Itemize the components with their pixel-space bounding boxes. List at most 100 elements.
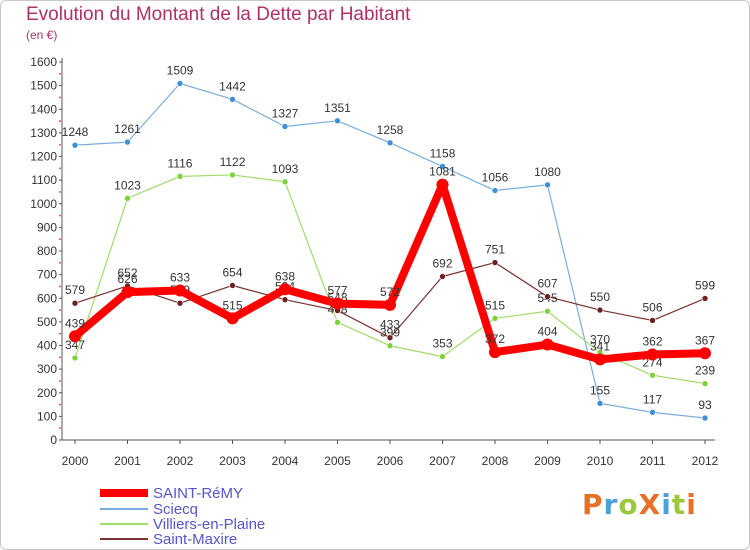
chart-title: Evolution du Montant de la Dette par Hab… [26,4,411,25]
data-label: 372 [485,332,505,346]
y-minor-dot [59,143,61,146]
data-point [386,342,394,350]
data-label: 1351 [324,101,351,115]
data-point [121,286,134,299]
data-point [331,297,344,310]
data-label: 1023 [114,178,141,192]
data-label: 515 [485,298,505,312]
data-point [646,348,659,361]
data-point [229,96,236,103]
x-tick-label: 2000 [62,454,89,468]
data-label: 399 [380,326,400,340]
data-point [544,307,551,315]
data-point [124,195,131,202]
y-tick-label: 900 [37,220,57,234]
data-point [281,296,289,303]
data-label: 1327 [272,106,299,120]
y-minor-dot [59,380,61,382]
data-label: 1081 [429,165,456,179]
data-label: 1116 [168,156,193,170]
legend-label-saint-r-my: SAINT-RéMY [153,485,243,502]
data-point [229,171,236,179]
data-point [701,295,709,302]
data-point [439,353,446,360]
x-tick-label: 2005 [324,454,351,468]
y-tick-label: 1300 [30,126,57,140]
data-point [176,80,184,87]
data-label: 1509 [167,63,194,77]
data-point [439,163,446,170]
data-label: 515 [222,298,242,312]
data-label: 579 [65,283,85,297]
data-label: 1122 [220,155,246,169]
logo-letter: t [671,488,687,521]
data-point [596,306,604,314]
data-label: 1248 [62,125,89,139]
logo-letter: X [638,488,662,521]
y-minor-dot [59,72,61,75]
data-point [334,319,341,326]
data-point [229,282,236,289]
data-point [596,400,604,407]
data-label: 347 [65,338,85,352]
x-tick-label: 2006 [377,454,404,468]
y-tick-label: 100 [37,409,57,423]
y-minor-dot [59,285,61,288]
data-label: 370 [590,333,610,347]
data-point [491,259,499,266]
y-minor-dot [59,309,61,311]
data-point [71,299,79,307]
x-tick-label: 2003 [219,454,246,468]
data-label: 1158 [430,146,456,160]
y-minor-dot [59,120,61,122]
y-tick-label: 600 [37,291,57,305]
y-tick-label: 1600 [30,55,57,69]
data-label: 633 [170,270,190,284]
data-point [544,293,551,300]
data-label: 117 [643,392,662,406]
x-tick-label: 2011 [640,454,666,468]
legend-label-villiers-en-plaine: Villiers-en-Plaine [153,516,265,533]
data-point [281,123,289,130]
data-label: 506 [642,300,662,314]
data-label: 341 [590,339,610,353]
logo-letter: i [686,488,697,521]
data-label: 638 [275,269,295,283]
y-tick-label: 1100 [31,173,57,187]
x-tick-label: 2004 [272,454,299,468]
data-label: 626 [117,272,137,286]
data-point [176,299,184,307]
logo-letter: r [603,488,619,521]
data-point [649,317,656,324]
data-point [491,315,499,322]
y-minor-dot [59,214,61,217]
data-point [386,139,394,147]
data-point [701,380,709,387]
data-point [176,173,184,180]
data-label: 404 [537,325,557,339]
data-label: 1261 [114,122,141,136]
x-tick-label: 2002 [167,454,194,468]
data-label: 239 [695,364,715,378]
data-label: 1442 [219,79,246,93]
y-tick-label: 800 [37,244,57,258]
data-point [489,346,501,359]
data-point [71,141,79,149]
y-tick-label: 300 [37,362,57,376]
data-label: 1056 [482,171,509,185]
data-point [334,117,341,125]
data-point [436,178,449,191]
data-point [541,338,554,351]
logo-letter: P [582,488,604,521]
y-minor-dot [59,238,61,241]
y-minor-dot [59,403,61,406]
data-point [279,283,291,296]
y-tick-label: 1000 [30,197,57,211]
data-point [281,178,289,186]
y-minor-dot [59,261,61,264]
y-minor-dot [59,332,61,335]
data-label: 652 [117,266,137,280]
data-label: 1080 [534,165,561,179]
